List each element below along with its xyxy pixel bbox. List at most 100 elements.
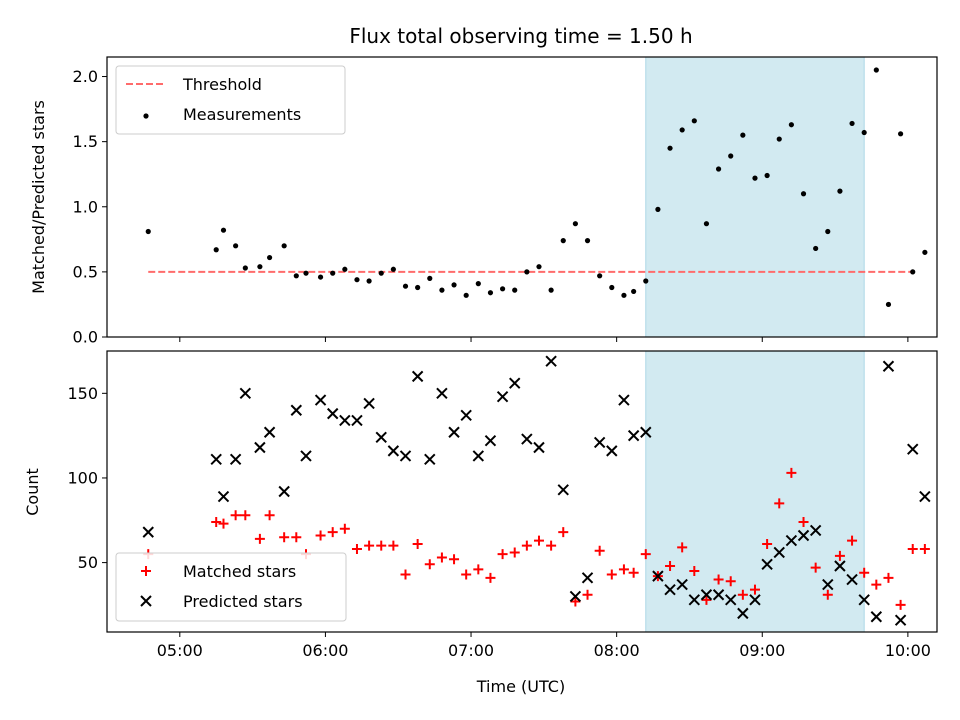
matched-star-point — [400, 569, 411, 580]
y-tick-label: 1.0 — [73, 197, 98, 216]
predicted-star-point — [239, 387, 252, 400]
matched-star-point — [822, 589, 833, 600]
predicted-star-point — [858, 594, 870, 606]
predicted-star-point — [263, 426, 276, 438]
measurement-point — [643, 278, 649, 284]
measurement-point — [451, 282, 457, 288]
matched-star-point — [461, 569, 472, 580]
y-axis-label-count: Count — [23, 468, 42, 516]
matched-star-point — [339, 523, 350, 534]
measurement-point — [293, 273, 299, 279]
measurement-point — [584, 238, 591, 244]
measurement-point — [655, 206, 661, 212]
matched-star-point — [254, 533, 265, 544]
matched-star-point — [665, 560, 676, 571]
measurement-point — [378, 270, 384, 276]
matched-star-point — [521, 540, 532, 551]
predicted-star-point — [640, 426, 652, 438]
measurement-point — [800, 191, 807, 197]
measurement-point — [354, 277, 360, 283]
matched-star-point — [240, 510, 251, 521]
measurement-point — [885, 301, 892, 308]
matched-star-point — [737, 589, 748, 600]
predicted-star-point — [460, 409, 472, 422]
matched-star-point — [749, 584, 760, 595]
matched-star-point — [327, 527, 338, 538]
matched-star-point — [497, 549, 508, 560]
predicted-star-point — [484, 435, 497, 447]
predicted-star-point — [627, 429, 640, 442]
measurement-point — [813, 245, 819, 252]
axes-frame — [106, 56, 938, 338]
predicted-star-point — [894, 614, 907, 626]
predicted-star-point — [737, 607, 749, 620]
measurement-point — [679, 127, 685, 133]
measurement-point — [415, 284, 421, 291]
measurement-point — [910, 269, 916, 275]
matched-star-point — [279, 532, 290, 543]
predicted-star-point — [761, 558, 773, 570]
x-tick-label: 08:00 — [594, 641, 640, 660]
predicted-star-point — [712, 589, 725, 601]
matched-star-point — [847, 535, 858, 546]
predicted-star-point — [557, 484, 569, 496]
matched-star-point — [376, 540, 387, 551]
legend-box — [115, 552, 347, 622]
predicted-star-point — [278, 485, 290, 498]
measurement-point — [512, 287, 518, 293]
predicted-star-point — [436, 387, 448, 400]
measurement-point — [691, 118, 697, 124]
matched-star-point — [883, 572, 894, 583]
matched-star-point — [594, 545, 605, 556]
matched-star-point — [640, 549, 651, 560]
predicted-star-point — [254, 441, 266, 454]
predicted-star-point — [217, 490, 230, 503]
x-tick-label: 07:00 — [448, 641, 494, 660]
matched-star-point — [449, 554, 460, 565]
matched-star-point — [485, 572, 496, 583]
legend: Threshold Measurements — [115, 65, 346, 135]
predicted-star-point — [676, 578, 688, 591]
predicted-star-point — [509, 377, 521, 389]
matched-star-point — [725, 576, 736, 587]
matched-star-point — [618, 564, 629, 575]
matched-star-point — [810, 562, 821, 573]
matched-star-point — [895, 599, 906, 610]
count-panel: 50 100 150 05:00 06:00 07:00 08:00 09:00 10:00 Ma… — [67, 350, 938, 660]
legend-label: Measurements — [183, 105, 301, 124]
legend-label: Threshold — [182, 75, 262, 94]
measurement-point — [715, 166, 722, 172]
x-axis-label: Time (UTC) — [476, 677, 565, 696]
predicted-star-point — [870, 611, 883, 623]
measurement-point — [837, 188, 843, 194]
matched-star-point — [473, 564, 484, 575]
measurement-point — [257, 264, 263, 270]
measurement-point — [342, 266, 348, 272]
predicted-star-point — [785, 534, 798, 547]
predicted-star-point — [652, 570, 664, 582]
predicted-star-point — [290, 404, 303, 416]
measurement-point — [487, 290, 494, 296]
predicted-star-point — [664, 583, 676, 596]
axes-frame — [106, 350, 938, 633]
predicted-star-point — [688, 594, 701, 606]
predicted-star-point — [472, 450, 485, 462]
y-tick-label: 0.0 — [73, 328, 98, 347]
predicted-star-point — [521, 433, 533, 445]
matched-star-point — [689, 566, 700, 577]
predicted-star-point — [822, 578, 834, 591]
predicted-star-point — [725, 594, 737, 606]
predicted-star-point — [300, 450, 312, 462]
legend-label: Matched stars — [183, 562, 296, 581]
measurement-point — [439, 287, 445, 293]
measurement-point — [242, 265, 248, 271]
matched-star-point — [218, 518, 229, 529]
matched-star-point — [582, 589, 593, 600]
predicted-star-point — [387, 445, 400, 457]
highlight-span — [645, 56, 865, 338]
predicted-star-point — [363, 397, 375, 410]
measurement-point — [861, 129, 867, 136]
predicted-star-point — [581, 572, 594, 584]
matched-star-point — [211, 516, 222, 527]
matched-star-point — [509, 547, 520, 558]
